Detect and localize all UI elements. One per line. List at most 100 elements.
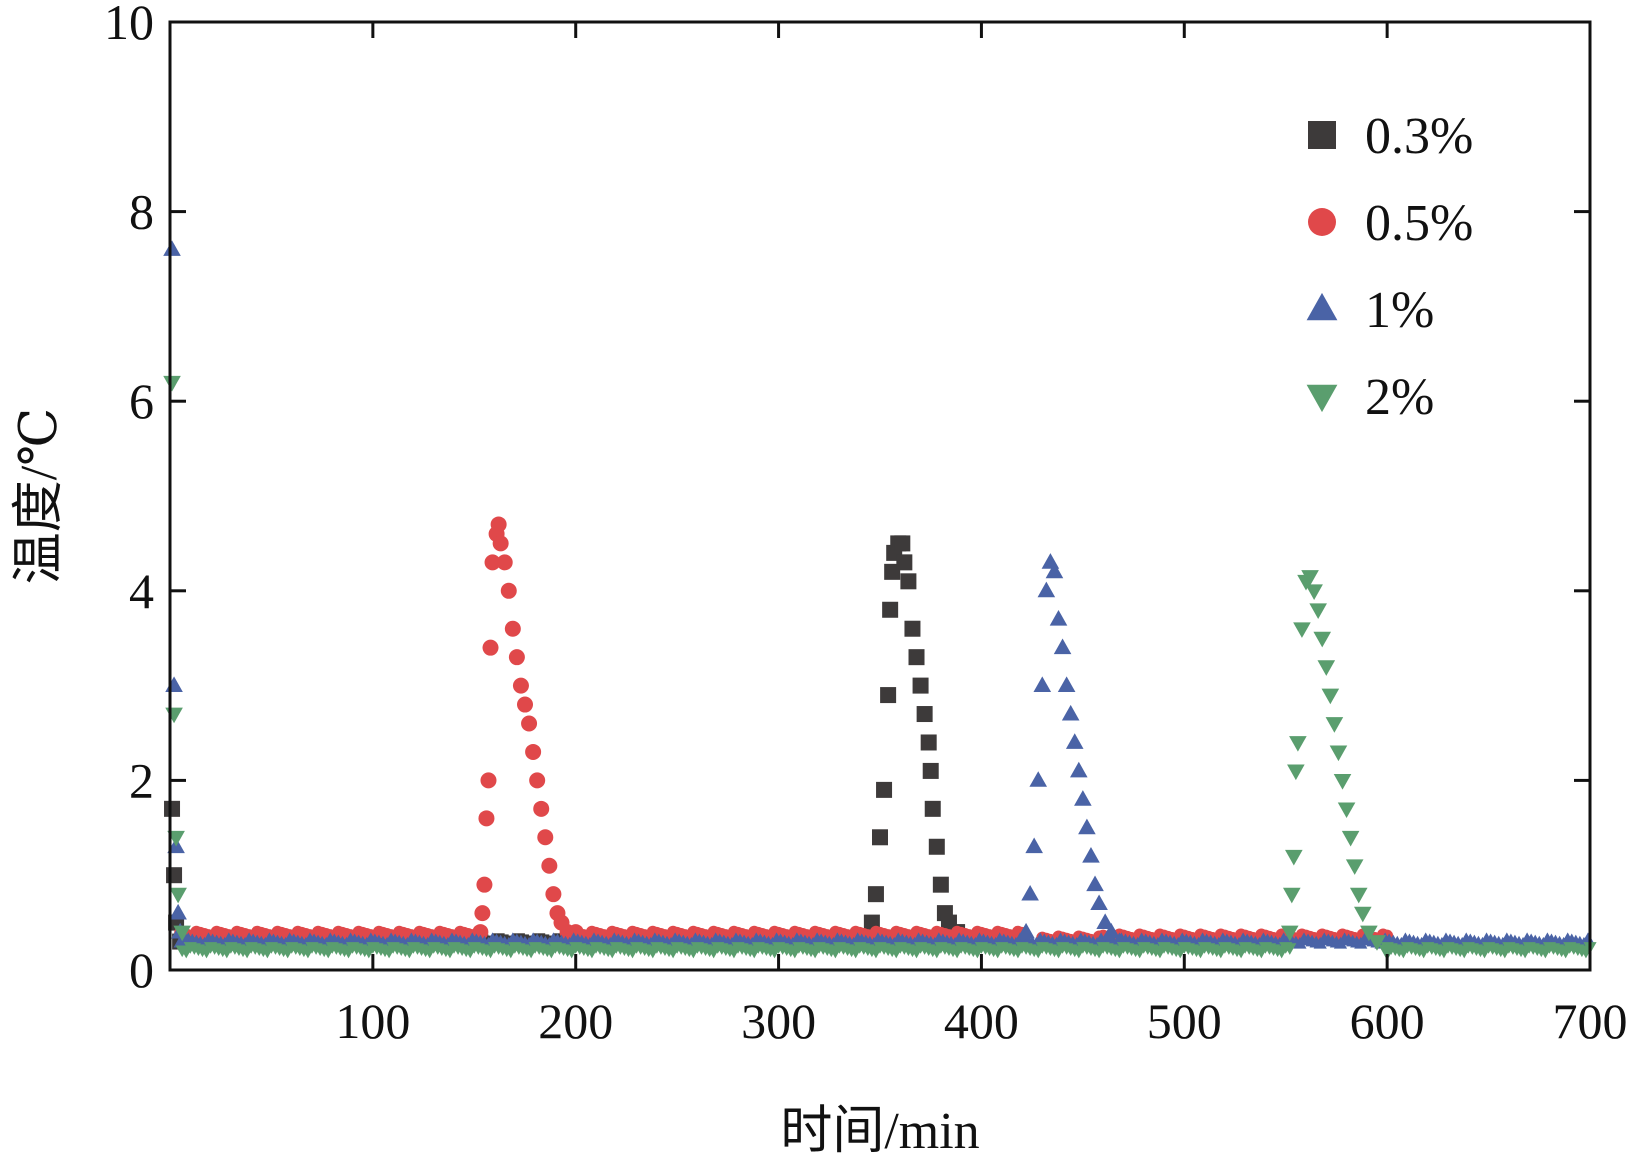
data-point <box>1096 913 1114 929</box>
data-point <box>1033 676 1052 692</box>
x-tick-label: 300 <box>741 993 816 1049</box>
plot-frame <box>168 20 1592 972</box>
data-point <box>167 830 185 847</box>
data-point <box>894 535 911 552</box>
y-tick-label: 10 <box>104 0 154 50</box>
data-point <box>1321 688 1340 705</box>
data-point <box>1102 922 1121 939</box>
data-point <box>169 903 187 920</box>
data-point <box>164 800 181 817</box>
data-point <box>1049 610 1068 626</box>
x-tick-label: 100 <box>335 993 410 1049</box>
data-point <box>490 516 507 533</box>
data-point <box>476 876 493 893</box>
data-point <box>1045 562 1064 579</box>
data-point <box>900 573 917 590</box>
data-point <box>1053 638 1072 655</box>
data-point <box>474 905 491 922</box>
data-point <box>1317 660 1336 676</box>
legend-label: 0.5% <box>1365 195 1473 252</box>
data-point <box>504 620 521 637</box>
data-point <box>920 734 937 751</box>
data-point <box>1301 570 1319 586</box>
data-point <box>525 743 542 760</box>
data-point <box>928 838 945 855</box>
data-point <box>882 601 899 618</box>
data-point <box>1309 603 1327 619</box>
data-point <box>537 829 554 846</box>
data-point <box>500 582 517 599</box>
data-point <box>1313 631 1332 648</box>
data-point <box>517 696 533 713</box>
data-point <box>169 887 187 904</box>
legend-item: 0.5% <box>1308 195 1473 252</box>
data-point <box>1078 818 1096 835</box>
series-layer <box>163 240 1597 961</box>
x-tick-label: 500 <box>1147 993 1222 1049</box>
legend-marker <box>1308 121 1336 149</box>
data-point <box>908 649 925 666</box>
data-point <box>1074 790 1092 806</box>
data-point <box>912 677 929 694</box>
tick-layer: 100 200 300 400 500 600 700 0 2 4 6 8 10 <box>104 0 1628 1049</box>
data-point <box>932 876 949 893</box>
y-tick-label: 0 <box>129 942 154 998</box>
data-point <box>922 762 939 779</box>
data-point <box>529 772 546 789</box>
data-point <box>541 857 558 874</box>
data-point <box>1070 761 1088 778</box>
data-point <box>1289 736 1307 752</box>
data-point <box>1354 906 1372 923</box>
data-point <box>880 687 897 704</box>
legend: 0.3% 0.5% 1% 2% <box>1306 108 1473 426</box>
data-point <box>1337 802 1356 819</box>
data-point <box>924 800 941 817</box>
legend-item: 0.3% <box>1308 108 1473 165</box>
legend-label: 0.3% <box>1365 108 1473 165</box>
data-point <box>1061 704 1080 721</box>
data-point <box>1057 676 1076 692</box>
data-point <box>173 925 191 942</box>
legend-item: 2% <box>1306 369 1434 426</box>
x-tick-label: 700 <box>1553 993 1628 1049</box>
data-point <box>1325 717 1344 733</box>
data-point <box>1086 875 1104 892</box>
data-point <box>896 554 913 571</box>
data-point <box>1065 733 1084 749</box>
data-point <box>876 781 893 798</box>
legend-label: 2% <box>1365 369 1434 426</box>
data-point <box>1285 849 1303 866</box>
data-point <box>512 677 529 694</box>
data-point <box>1305 584 1323 600</box>
data-point <box>1090 894 1108 911</box>
data-point <box>1329 745 1348 762</box>
data-point <box>163 375 181 392</box>
x-tick-label: 600 <box>1350 993 1425 1049</box>
data-point <box>496 554 513 571</box>
data-point <box>1368 935 1386 951</box>
y-tick-label: 6 <box>129 373 154 429</box>
data-point <box>1283 887 1301 904</box>
data-point <box>163 240 181 256</box>
data-point <box>1280 925 1299 942</box>
y-tick-label: 4 <box>129 563 154 619</box>
y-axis-label: 温度/℃ <box>11 408 68 585</box>
data-point <box>1293 622 1311 638</box>
series-2% <box>163 375 1597 961</box>
y-tick-label: 8 <box>129 184 154 240</box>
data-point <box>533 800 550 817</box>
data-point <box>867 886 884 903</box>
x-tick-label: 400 <box>944 993 1019 1049</box>
data-point <box>1029 771 1048 787</box>
data-point <box>904 620 921 637</box>
data-point <box>1378 944 1396 961</box>
data-point <box>1287 764 1305 781</box>
data-point <box>480 772 497 789</box>
x-axis-label: 时间/min <box>780 1103 979 1160</box>
data-point <box>482 639 499 656</box>
data-point <box>521 715 538 732</box>
data-point <box>492 535 509 552</box>
data-point <box>1345 859 1364 875</box>
data-point <box>1283 943 1297 955</box>
